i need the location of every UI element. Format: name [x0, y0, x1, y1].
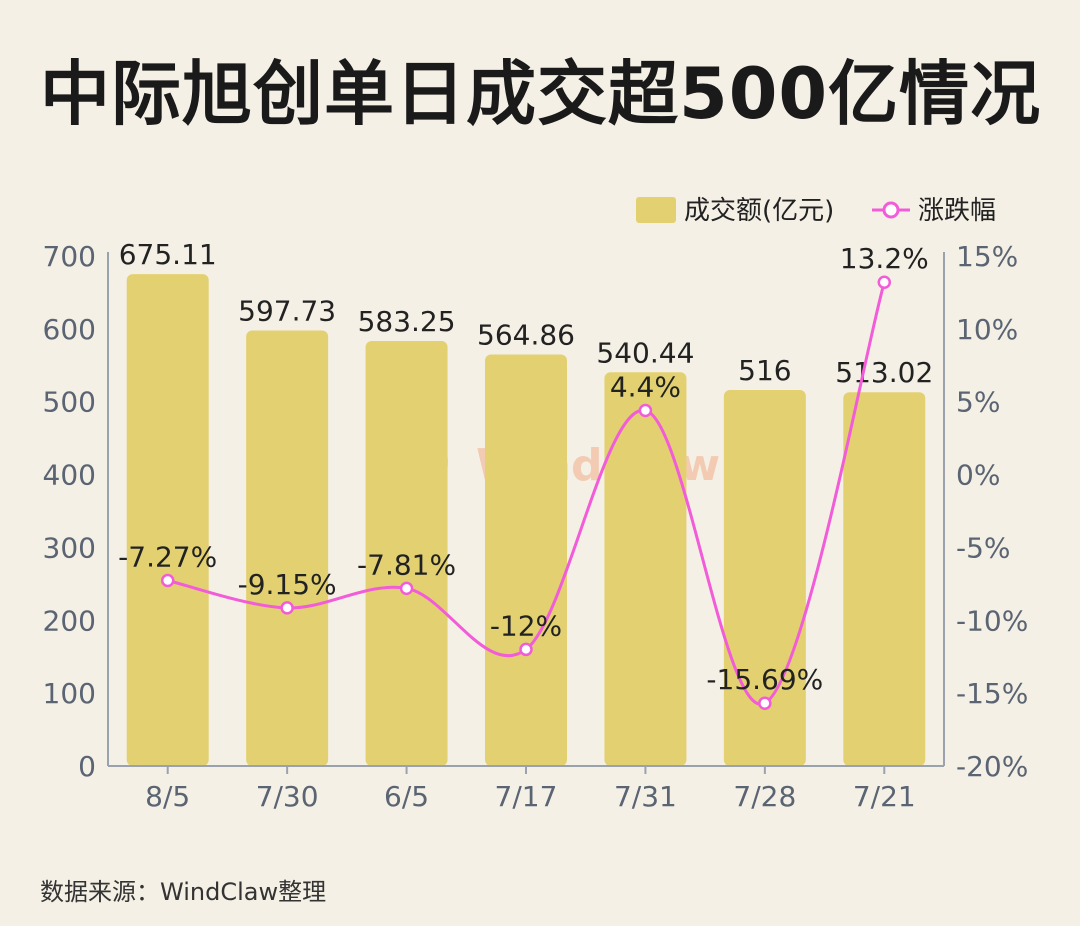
- bar-value-label: 540.44: [596, 336, 694, 369]
- left-tick-label: 0: [78, 750, 96, 783]
- left-tick-label: 400: [43, 459, 96, 492]
- x-tick-label: 7/21: [853, 780, 916, 813]
- right-tick-label: 5%: [956, 386, 1000, 419]
- right-tick-label: -15%: [956, 677, 1028, 710]
- left-tick-label: 500: [43, 386, 96, 419]
- line-point: [280, 601, 294, 615]
- line-value-label: -7.81%: [357, 548, 456, 581]
- bar: [604, 372, 687, 766]
- legend-bar-label: 成交额(亿元): [684, 196, 834, 226]
- line-value-label: -7.27%: [118, 541, 217, 574]
- line-value-label: -12%: [490, 609, 562, 642]
- x-tick-label: 7/17: [495, 780, 558, 813]
- right-tick-label: -5%: [956, 531, 1011, 564]
- line-path: [167, 281, 886, 706]
- right-tick-label: 10%: [956, 313, 1018, 346]
- bar-value-label: 564.86: [477, 318, 575, 351]
- x-tick-label: 8/5: [145, 780, 190, 813]
- line-value-label: 13.2%: [840, 242, 929, 275]
- right-axis: -20% -15% -10% -5% 0% 5% 10% 15%: [956, 240, 1028, 783]
- bar-value-label: 675.11: [119, 238, 217, 271]
- bar: [246, 330, 329, 766]
- line-value-label: 4.4%: [610, 370, 681, 403]
- left-tick-label: 200: [43, 604, 96, 637]
- bar-value-label: 583.25: [358, 305, 456, 338]
- source-note: 数据来源：WindClaw整理: [40, 878, 327, 906]
- chart-title: 中际旭创单日成交超500亿情况: [40, 53, 1042, 135]
- bar-value-label: 513.02: [835, 356, 933, 389]
- legend-line-label: 涨跌幅: [918, 196, 996, 226]
- left-axis: 0 100 200 300 400 500 600 700: [43, 240, 96, 783]
- line-point: [160, 573, 175, 588]
- line-point: [877, 275, 892, 289]
- right-tick-label: 0%: [956, 459, 1000, 492]
- left-tick-label: 100: [43, 677, 96, 710]
- line-point: [638, 403, 653, 418]
- x-tick-label: 7/31: [614, 780, 677, 813]
- line-point: [519, 642, 533, 657]
- left-tick-label: 700: [43, 240, 96, 273]
- left-tick-label: 600: [43, 313, 96, 346]
- x-tick-label: 6/5: [384, 780, 429, 813]
- right-tick-label: -10%: [956, 604, 1028, 637]
- bar-value-label: 597.73: [238, 295, 336, 328]
- bar-labels: 675.11 597.73 583.25 564.86 540.44 516 513.02: [119, 238, 934, 389]
- bar: [843, 392, 926, 766]
- right-tick-label: -20%: [956, 750, 1028, 783]
- legend: 成交额(亿元) 涨跌幅: [636, 196, 996, 226]
- line-point: [399, 581, 414, 596]
- bar: [126, 274, 209, 766]
- bar-value-label: 516: [738, 354, 791, 387]
- line-labels: -7.27% -9.15% -7.81% -12% 4.4% -15.69% 13.2%: [118, 242, 929, 696]
- legend-line-marker: [882, 201, 900, 219]
- line-value-label: -15.69%: [706, 663, 823, 696]
- line-value-label: -9.15%: [238, 568, 337, 601]
- legend-bar-swatch: [636, 197, 676, 223]
- line-point: [758, 696, 772, 710]
- x-tick-label: 7/28: [733, 780, 796, 813]
- x-axis: 8/5 7/30 6/5 7/17 7/31 7/28 7/21: [145, 766, 916, 813]
- left-tick-label: 300: [43, 531, 96, 564]
- bar: [485, 354, 567, 766]
- line-series: [160, 275, 892, 710]
- right-tick-label: 15%: [956, 240, 1018, 273]
- x-tick-label: 7/30: [256, 780, 319, 813]
- bar: [365, 341, 448, 766]
